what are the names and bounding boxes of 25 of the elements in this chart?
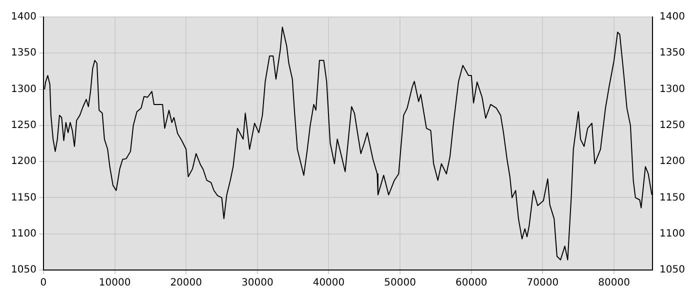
y2-tick-label: 1150 <box>660 192 686 204</box>
y-tick-label: 1200 <box>10 156 36 168</box>
y-tick-label: 1400 <box>10 12 36 23</box>
y-tick-label: 1350 <box>10 48 36 59</box>
x-tick-label: 70000 <box>526 278 559 289</box>
x-tick-label: 60000 <box>455 278 488 289</box>
y2-tick-label: 1200 <box>660 156 686 168</box>
y-tick-label: 1250 <box>10 120 36 132</box>
x-tick-label: 20000 <box>170 278 202 289</box>
y2-tick-label: 1250 <box>660 120 686 132</box>
x-tick-label: 30000 <box>242 278 274 289</box>
x-tick-label: 0 <box>40 278 47 289</box>
x-tick-label: 50000 <box>384 278 416 289</box>
x-tick-label: 80000 <box>598 278 630 289</box>
x-tick-label: 10000 <box>98 278 131 289</box>
x-tick-label: 40000 <box>312 278 345 289</box>
y-tick-label: 1050 <box>10 264 36 276</box>
y2-tick-label: 1350 <box>660 48 686 59</box>
y-tick-label: 1100 <box>10 228 36 240</box>
y-tick-label: 1150 <box>10 192 36 204</box>
y-tick-label: 1300 <box>10 84 36 95</box>
y2-tick-label: 1050 <box>660 264 686 276</box>
y2-tick-label: 1400 <box>660 12 686 23</box>
y2-tick-label: 1300 <box>660 84 686 95</box>
y2-tick-label: 1100 <box>660 228 686 240</box>
